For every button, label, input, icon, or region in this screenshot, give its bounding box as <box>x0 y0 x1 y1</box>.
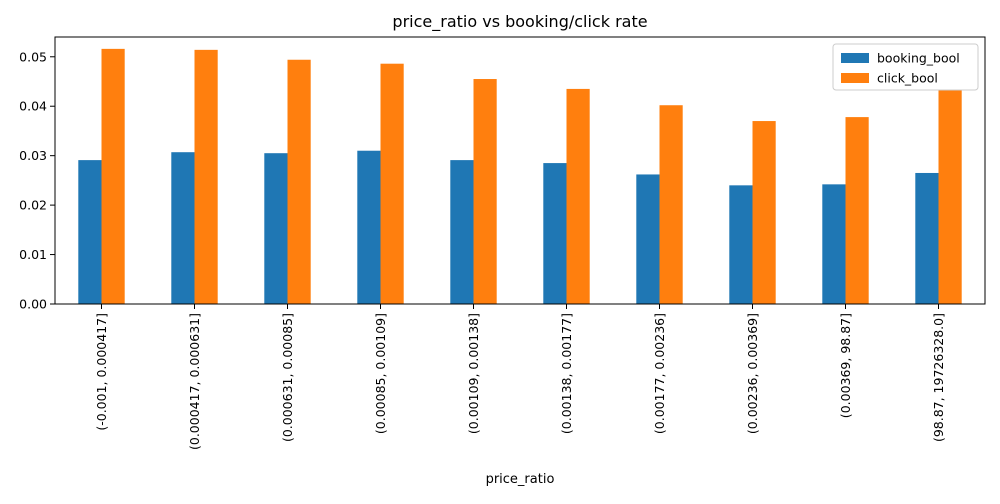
bars-group <box>78 48 962 305</box>
x-tick-label: (0.000417, 0.000631] <box>187 313 202 450</box>
bar-booking-bool <box>357 150 381 304</box>
x-tick-label: (0.000631, 0.00085] <box>280 313 295 442</box>
x-tick-label: (0.00138, 0.00177] <box>559 313 574 434</box>
y-tick-label: 0.04 <box>19 99 47 114</box>
x-axis-label: price_ratio <box>486 472 555 487</box>
bar-booking-bool <box>264 153 288 304</box>
bar-click-bool <box>380 63 404 305</box>
x-tick-label: (0.00369, 98.87] <box>838 313 853 418</box>
legend-swatch-click-bool <box>841 73 869 83</box>
y-tick-label: 0.05 <box>19 49 47 64</box>
y-tick-label: 0.03 <box>19 148 47 163</box>
bar-click-bool <box>473 79 497 305</box>
x-tick-label: (0.00109, 0.00138] <box>466 313 481 434</box>
x-tick-label: (0.00085, 0.00109] <box>373 313 388 434</box>
x-tick-label: (98.87, 19726328.0] <box>931 313 946 442</box>
legend-label-click-bool: click_bool <box>877 71 938 86</box>
bar-booking-bool <box>822 184 846 304</box>
x-axis: (-0.001, 0.000417] (0.000417, 0.000631] (0… <box>94 304 946 450</box>
bar-click-bool <box>659 105 683 304</box>
bar-click-bool <box>938 90 962 305</box>
bar-click-bool <box>752 121 776 304</box>
bar-booking-bool <box>450 160 474 304</box>
bar-booking-bool <box>636 174 660 304</box>
x-tick-label: (0.00236, 0.00369] <box>745 313 760 434</box>
x-tick-label: (0.00177, 0.00236] <box>652 313 667 434</box>
legend: booking_bool click_bool <box>832 43 979 91</box>
legend-box <box>832 43 979 91</box>
bar-booking-bool <box>78 160 102 304</box>
y-tick-label: 0.02 <box>19 198 47 213</box>
chart-title: price_ratio vs booking/click rate <box>392 12 647 32</box>
y-axis: 0.00 0.01 0.02 0.03 0.04 0.05 <box>19 49 55 312</box>
x-tick-label: (-0.001, 0.000417] <box>94 313 109 431</box>
bar-booking-bool <box>543 163 567 304</box>
bar-click-bool <box>287 59 311 304</box>
legend-swatch-booking-bool <box>841 53 869 63</box>
bar-click-bool <box>101 48 125 304</box>
bar-booking-bool <box>915 172 939 304</box>
plot-frame <box>54 36 986 305</box>
y-tick-label: 0.01 <box>19 247 47 262</box>
bar-booking-bool <box>171 152 195 304</box>
bar-click-bool <box>566 88 590 305</box>
bar-click-bool <box>845 117 869 304</box>
bar-booking-bool <box>729 185 753 304</box>
bar-click-bool <box>194 49 218 304</box>
y-tick-label: 0.00 <box>19 297 47 312</box>
legend-label-booking-bool: booking_bool <box>877 51 960 66</box>
